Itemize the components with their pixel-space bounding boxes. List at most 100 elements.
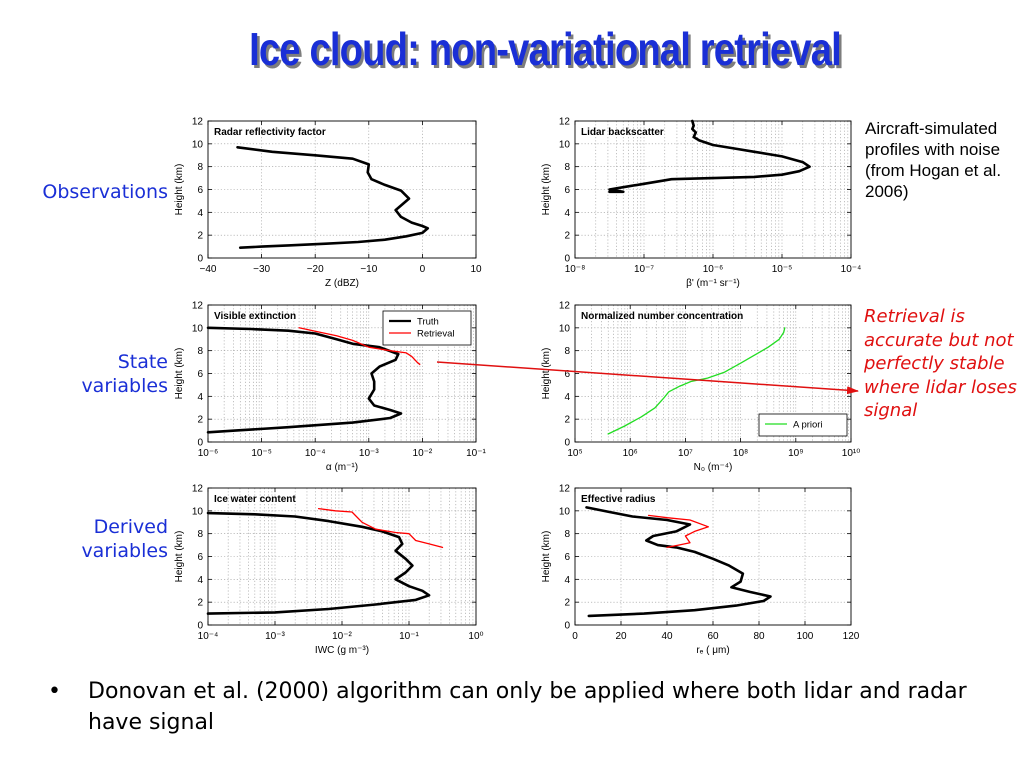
row-label-state-line1: State bbox=[117, 351, 168, 373]
grid-lines bbox=[208, 121, 476, 258]
series-line-truth bbox=[608, 119, 811, 194]
y-tick-label: 12 bbox=[192, 301, 204, 312]
x-tick-label: 10⁻² bbox=[413, 448, 433, 459]
x-tick-label: 120 bbox=[843, 631, 860, 642]
x-tick-label: 10⁻¹ bbox=[466, 448, 486, 459]
x-axis-label: rₑ ( μm) bbox=[696, 645, 729, 656]
y-tick-label: 10 bbox=[192, 139, 204, 150]
y-tick-label: 4 bbox=[564, 208, 570, 219]
series-line-truth bbox=[585, 506, 772, 618]
y-tick-label: 12 bbox=[559, 117, 571, 128]
y-tick-label: 8 bbox=[197, 346, 203, 357]
x-tick-label: 10⁶ bbox=[623, 448, 638, 459]
series-line-retrieval bbox=[317, 507, 444, 549]
x-tick-label: 10¹⁰ bbox=[842, 448, 860, 459]
series-line-retrieval bbox=[298, 327, 421, 366]
x-axis-label: IWC (g m⁻³) bbox=[315, 645, 369, 656]
row-label-state-line2: variables bbox=[81, 375, 168, 397]
annotation-arrow bbox=[436, 361, 859, 395]
y-tick-label: 0 bbox=[564, 438, 570, 449]
bullet-dot-icon: • bbox=[48, 679, 61, 704]
chart-radar: −40 −30 −20 −10 0 10 0 2 4 6 8 10 12 Radar reflectivi… bbox=[174, 117, 482, 290]
y-tick-label: 8 bbox=[197, 162, 203, 173]
y-tick-label: 6 bbox=[564, 369, 570, 380]
y-axis-label: Height (km) bbox=[541, 348, 552, 400]
x-axis-label: Z (dBZ) bbox=[325, 278, 359, 289]
y-tick-label: 12 bbox=[192, 117, 204, 128]
row-label-derived-line1: Derived bbox=[93, 516, 168, 538]
y-tick-label: 2 bbox=[564, 598, 570, 609]
x-tick-label: 10⁵ bbox=[567, 448, 582, 459]
y-tick-label: 2 bbox=[564, 231, 570, 242]
y-tick-label: 4 bbox=[197, 392, 203, 403]
grid-lines bbox=[575, 488, 851, 625]
y-tick-label: 4 bbox=[564, 392, 570, 403]
y-tick-label: 6 bbox=[197, 369, 203, 380]
legend-entry: A priori bbox=[793, 420, 823, 431]
y-tick-label: 4 bbox=[564, 575, 570, 586]
y-tick-label: 0 bbox=[197, 621, 203, 632]
y-tick-label: 6 bbox=[564, 552, 570, 563]
y-tick-label: 4 bbox=[197, 575, 203, 586]
x-tick-label: 0 bbox=[572, 631, 578, 642]
x-tick-label: −20 bbox=[307, 264, 324, 275]
x-axis-label: α (m⁻¹) bbox=[326, 462, 358, 473]
y-tick-label: 8 bbox=[197, 529, 203, 540]
row-label-derived-variables: Derived variables bbox=[0, 515, 168, 563]
y-tick-label: 10 bbox=[559, 323, 571, 334]
grid-lines bbox=[575, 305, 851, 442]
y-tick-label: 8 bbox=[564, 529, 570, 540]
panel-title: Visible extinction bbox=[214, 311, 296, 322]
chart-number-concentration: 10⁵ 10⁶ 10⁷ 10⁸ 10⁹ 10¹⁰ 0 2 4 6 8 10 12 Normalized n… bbox=[541, 301, 860, 474]
row-label-observations: Observations bbox=[42, 181, 168, 203]
y-tick-label: 2 bbox=[197, 598, 203, 609]
y-tick-label: 0 bbox=[197, 254, 203, 265]
legend-entry: Truth bbox=[417, 317, 439, 328]
x-tick-label: 0 bbox=[420, 264, 426, 275]
y-tick-label: 2 bbox=[564, 415, 570, 426]
panel-title: Effective radius bbox=[581, 494, 656, 505]
aircraft-note: Aircraft-simulated profiles with noise (… bbox=[865, 119, 1002, 201]
x-tick-label: 10⁻⁷ bbox=[634, 264, 654, 275]
y-tick-label: 2 bbox=[197, 231, 203, 242]
y-tick-label: 0 bbox=[564, 621, 570, 632]
y-axis-label: Height (km) bbox=[541, 531, 552, 583]
bullet-text: Donovan et al. (2000) algorithm can only… bbox=[88, 679, 967, 735]
bullet-point: • Donovan et al. (2000) algorithm can on… bbox=[48, 676, 978, 738]
slide-title: Ice cloud: non-variational retrieval bbox=[249, 23, 842, 75]
chart-extinction: 10⁻⁶ 10⁻⁵ 10⁻⁴ 10⁻³ 10⁻² 10⁻¹ 0 2 4 6 8 10 12 Visible… bbox=[174, 301, 487, 474]
x-tick-label: −10 bbox=[360, 264, 377, 275]
series-line-truth bbox=[236, 146, 430, 249]
row-label-state-variables: State variables bbox=[0, 350, 168, 398]
y-tick-label: 2 bbox=[197, 415, 203, 426]
y-axis-label: Height (km) bbox=[541, 164, 552, 216]
x-tick-label: 40 bbox=[661, 631, 673, 642]
y-axis-label: Height (km) bbox=[174, 164, 185, 216]
x-tick-label: 10⁻⁶ bbox=[198, 448, 219, 459]
x-axis-label: N₀ (m⁻⁴) bbox=[694, 462, 733, 473]
x-tick-label: −40 bbox=[200, 264, 217, 275]
x-tick-label: −30 bbox=[253, 264, 270, 275]
legend-entry: Retrieval bbox=[417, 329, 455, 340]
series-line-truth bbox=[206, 326, 403, 434]
retrieval-note: Retrieval is accurate but not perfectly … bbox=[864, 306, 1017, 422]
panel-title: Ice water content bbox=[214, 494, 296, 505]
grid-lines bbox=[575, 121, 851, 258]
y-tick-label: 10 bbox=[559, 139, 571, 150]
y-tick-label: 10 bbox=[192, 323, 204, 334]
y-tick-label: 0 bbox=[564, 254, 570, 265]
chart-lidar: 10⁻⁸ 10⁻⁷ 10⁻⁶ 10⁻⁵ 10⁻⁴ 0 2 4 6 8 10 12 Lidar backs… bbox=[541, 117, 861, 290]
y-tick-label: 12 bbox=[559, 484, 571, 495]
x-tick-label: 10⁰ bbox=[468, 631, 483, 642]
x-tick-label: 100 bbox=[797, 631, 814, 642]
y-tick-label: 8 bbox=[564, 162, 570, 173]
x-tick-label: 10⁻⁴ bbox=[305, 448, 326, 459]
y-axis-label: Height (km) bbox=[174, 348, 185, 400]
x-tick-label: 10⁻³ bbox=[265, 631, 285, 642]
series-line-retrieval bbox=[647, 514, 710, 549]
chart-iwc: 10⁻⁴ 10⁻³ 10⁻² 10⁻¹ 10⁰ 0 2 4 6 8 10 12 Ice water co… bbox=[174, 484, 484, 657]
panel-title: Lidar backscatter bbox=[581, 127, 664, 138]
y-tick-label: 6 bbox=[564, 185, 570, 196]
y-tick-label: 12 bbox=[192, 484, 204, 495]
